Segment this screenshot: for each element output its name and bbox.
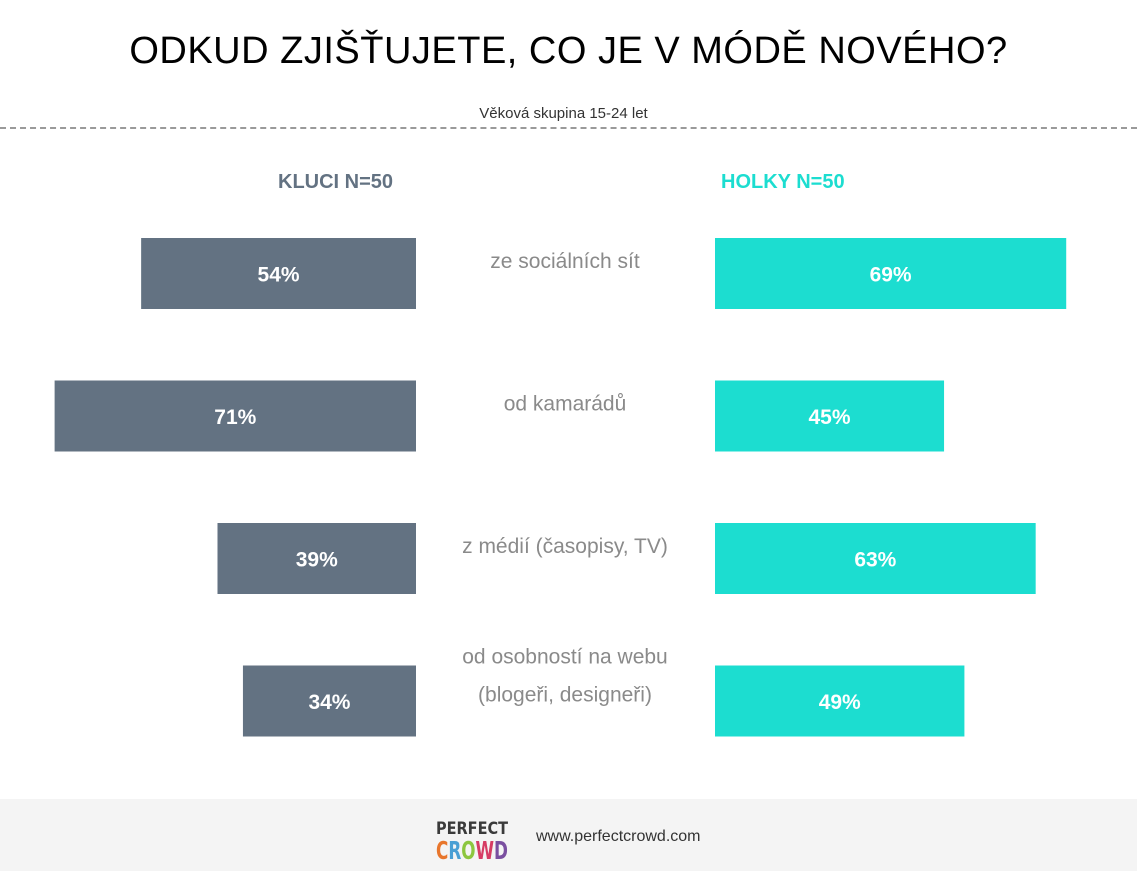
website-link[interactable]: www.perfectcrowd.com bbox=[536, 828, 701, 845]
bar-label-boys-2: 39% bbox=[296, 549, 338, 572]
butterfly-bar-chart: 54% 69% ze sociálních sít 71% 45% od kamarádů… bbox=[54, 238, 1067, 737]
bar-girls-3 bbox=[715, 665, 965, 737]
svg-text:CROWD: CROWD bbox=[436, 836, 508, 865]
bar-label-girls-2: 63% bbox=[854, 549, 896, 572]
category-label-3-line-1: (blogeři, designeři) bbox=[478, 684, 652, 707]
category-label-3-line-0: od osobností na webu bbox=[462, 646, 668, 669]
bar-label-boys-1: 71% bbox=[214, 406, 256, 429]
bar-label-girls-3: 49% bbox=[819, 691, 861, 714]
bar-label-boys-3: 34% bbox=[308, 691, 350, 714]
dashed-divider bbox=[0, 127, 1137, 129]
footer: PERFECT CROWD www.perfectcrowd.com bbox=[0, 799, 1137, 871]
category-label-1: od kamarádů bbox=[504, 393, 627, 416]
bar-boys-0 bbox=[141, 238, 416, 309]
page-title: ODKUD ZJIŠŤUJETE, CO JE V MÓDĚ NOVÉHO? bbox=[129, 30, 1008, 72]
bar-label-girls-0: 69% bbox=[870, 264, 912, 287]
bar-girls-2 bbox=[715, 523, 1036, 594]
category-label-0: ze sociálních sít bbox=[490, 250, 640, 273]
bar-label-boys-0: 54% bbox=[258, 264, 300, 287]
bar-boys-2 bbox=[217, 523, 416, 594]
legend-girls: HOLKY N=50 bbox=[721, 171, 845, 193]
category-label-2: z médií (časopisy, TV) bbox=[462, 535, 668, 558]
legend-boys: KLUCI N=50 bbox=[278, 171, 394, 193]
bar-girls-1 bbox=[715, 380, 945, 452]
perfectcrowd-logo: PERFECT CROWD bbox=[436, 819, 508, 865]
bar-boys-3 bbox=[242, 665, 416, 737]
bar-girls-0 bbox=[715, 238, 1067, 309]
bar-boys-1 bbox=[54, 380, 417, 452]
page-subtitle: Věková skupina 15-24 let bbox=[479, 105, 648, 122]
bar-label-girls-1: 45% bbox=[809, 406, 851, 429]
svg-text:PERFECT: PERFECT bbox=[436, 819, 508, 839]
